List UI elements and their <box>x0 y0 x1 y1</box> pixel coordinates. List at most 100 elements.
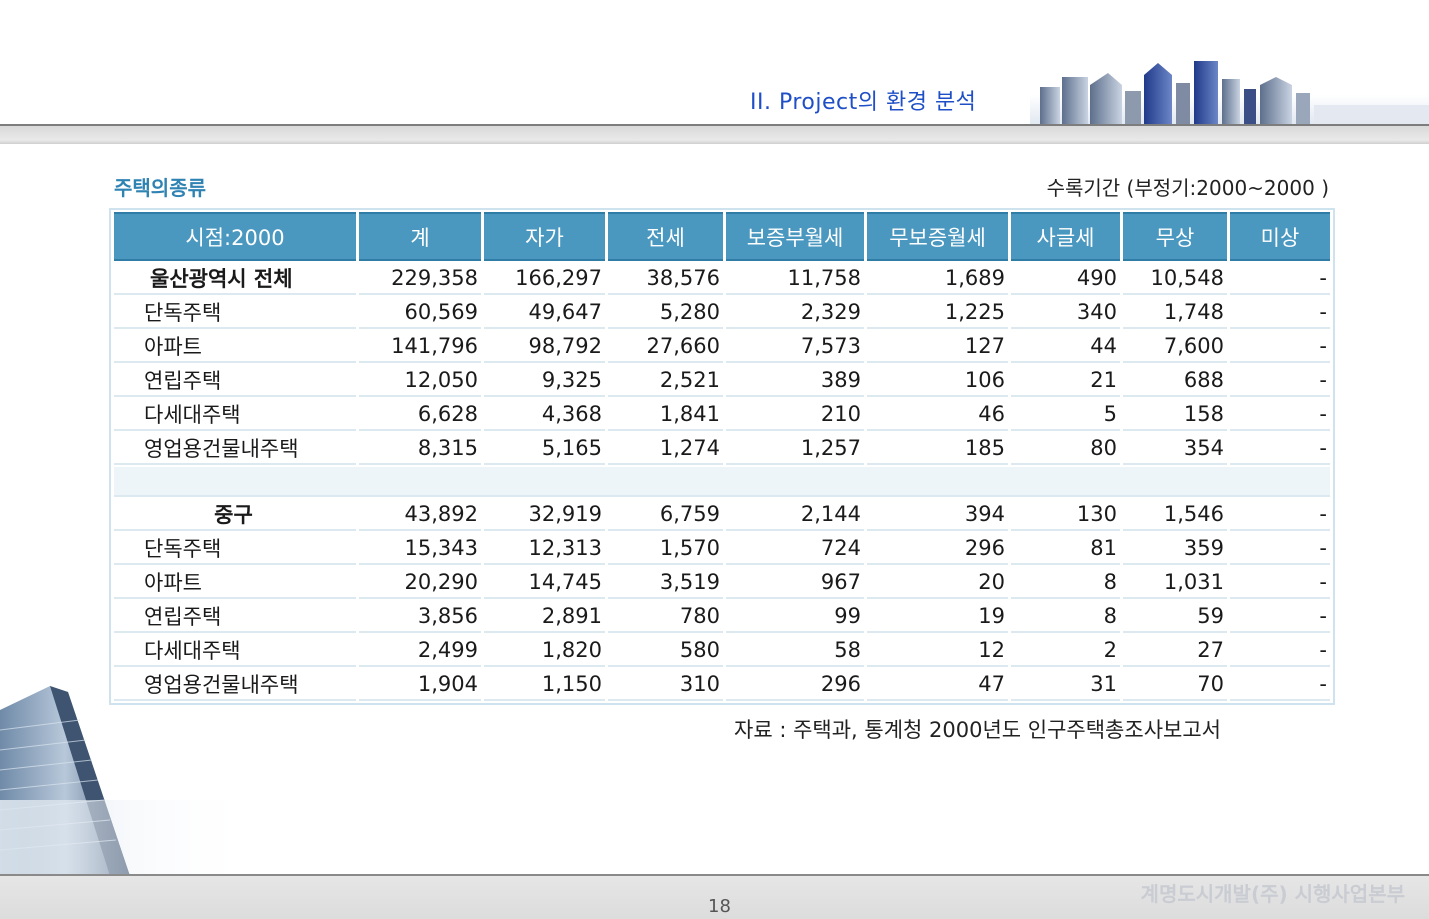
company-name: 계명도시개발(주) 시행사업본부 <box>1140 882 1405 906</box>
column-header: 무보증월세 <box>867 212 1008 261</box>
table-cell: - <box>1230 533 1330 565</box>
row-label: 단독주택 <box>114 297 356 329</box>
row-label: 다세대주택 <box>114 635 356 667</box>
table-cell: 27,660 <box>608 331 723 363</box>
table-cell: 229,358 <box>359 263 481 295</box>
table-cell: 21 <box>1011 365 1120 397</box>
column-header: 미상 <box>1230 212 1330 261</box>
table-cell: - <box>1230 567 1330 599</box>
table-cell: 1,689 <box>867 263 1008 295</box>
table-cell: 15,343 <box>359 533 481 565</box>
table-total-row: 중구 43,892 32,919 6,759 2,144 394 130 1,546- <box>114 499 1330 531</box>
table-cell: 3,856 <box>359 601 481 633</box>
table-cell: 2,891 <box>484 601 605 633</box>
table-cell: 2,499 <box>359 635 481 667</box>
table-cell: 47 <box>867 669 1008 701</box>
table-cell: 6,628 <box>359 399 481 431</box>
table-cell: 20 <box>867 567 1008 599</box>
table-cell: 60,569 <box>359 297 481 329</box>
table-cell: 310 <box>608 669 723 701</box>
table-row: 연립주택 3,856 2,891 780 99 19 8 59- <box>114 601 1330 633</box>
row-label: 영업용건물내주택 <box>114 669 356 701</box>
column-header: 보증부월세 <box>726 212 864 261</box>
housing-type-table: 시점:2000 계 자가 전세 보증부월세 무보증월세 사글세 무상 미상 울산… <box>109 208 1335 705</box>
table-cell: 8,315 <box>359 433 481 465</box>
section-title: 주택의종류 <box>114 176 206 200</box>
table-cell: 5,165 <box>484 433 605 465</box>
table-cell: 490 <box>1011 263 1120 295</box>
table-cell: - <box>1230 433 1330 465</box>
table-cell: 12,313 <box>484 533 605 565</box>
table-cell: 1,748 <box>1123 297 1227 329</box>
table-cell: 1,257 <box>726 433 864 465</box>
table-row: 아파트 20,290 14,745 3,519 967 20 8 1,031- <box>114 567 1330 599</box>
table-cell: 1,570 <box>608 533 723 565</box>
table-cell: - <box>1230 365 1330 397</box>
table-cell: 2,329 <box>726 297 864 329</box>
table-row: 단독주택 60,569 49,647 5,280 2,329 1,225 340 1,748- <box>114 297 1330 329</box>
building-image <box>0 686 260 880</box>
skyline-image <box>1030 61 1429 127</box>
table-cell: 38,576 <box>608 263 723 295</box>
row-label: 아파트 <box>114 567 356 599</box>
source-note: 자료 : 주택과, 통계청 2000년도 인구주택총조사보고서 <box>734 718 1221 742</box>
table-cell: 967 <box>726 567 864 599</box>
table-cell: 4,368 <box>484 399 605 431</box>
row-label: 아파트 <box>114 331 356 363</box>
table-cell: 44 <box>1011 331 1120 363</box>
table-cell: 158 <box>1123 399 1227 431</box>
table-row: 영업용건물내주택 1,904 1,150 310 296 47 31 70- <box>114 669 1330 701</box>
column-header: 사글세 <box>1011 212 1120 261</box>
table-cell: 46 <box>867 399 1008 431</box>
spacer-row <box>114 467 1330 497</box>
table-cell: 185 <box>867 433 1008 465</box>
table-row: 다세대주택 2,499 1,820 580 58 12 2 27- <box>114 635 1330 667</box>
table-row: 아파트 141,796 98,792 27,660 7,573 127 44 7,600- <box>114 331 1330 363</box>
table-cell: 2 <box>1011 635 1120 667</box>
row-label: 영업용건물내주택 <box>114 433 356 465</box>
table-cell: - <box>1230 263 1330 295</box>
header-divider <box>0 124 1429 144</box>
table-cell: 43,892 <box>359 499 481 531</box>
table-cell: 6,759 <box>608 499 723 531</box>
table-row: 단독주택 15,343 12,313 1,570 724 296 81 359- <box>114 533 1330 565</box>
table-cell: 8 <box>1011 601 1120 633</box>
table-cell: 14,745 <box>484 567 605 599</box>
column-header: 계 <box>359 212 481 261</box>
table-cell: 1,841 <box>608 399 723 431</box>
table-cell: 5 <box>1011 399 1120 431</box>
table-cell: 359 <box>1123 533 1227 565</box>
table-cell: 130 <box>1011 499 1120 531</box>
table-cell: 340 <box>1011 297 1120 329</box>
row-label: 울산광역시 전체 <box>114 263 356 295</box>
table-cell: - <box>1230 499 1330 531</box>
table-cell: 127 <box>867 331 1008 363</box>
table-row: 영업용건물내주택 8,315 5,165 1,274 1,257 185 80 354- <box>114 433 1330 465</box>
table-cell: 1,225 <box>867 297 1008 329</box>
table-cell: 2,521 <box>608 365 723 397</box>
table-cell: 2,144 <box>726 499 864 531</box>
table-cell: 49,647 <box>484 297 605 329</box>
column-header: 무상 <box>1123 212 1227 261</box>
row-label: 연립주택 <box>114 365 356 397</box>
table-cell: 20,290 <box>359 567 481 599</box>
table-cell: 296 <box>867 533 1008 565</box>
table-cell: 1,274 <box>608 433 723 465</box>
table-cell: 141,796 <box>359 331 481 363</box>
table-cell: 12 <box>867 635 1008 667</box>
table-cell: 1,546 <box>1123 499 1227 531</box>
table-cell: 780 <box>608 601 723 633</box>
table-cell: 7,600 <box>1123 331 1227 363</box>
table-row: 연립주택 12,050 9,325 2,521 389 106 21 688- <box>114 365 1330 397</box>
table-cell: 99 <box>726 601 864 633</box>
table-cell: 11,758 <box>726 263 864 295</box>
table-cell: 31 <box>1011 669 1120 701</box>
table-cell: 296 <box>726 669 864 701</box>
table-cell: 80 <box>1011 433 1120 465</box>
table-total-row: 울산광역시 전체 229,358 166,297 38,576 11,758 1,689 4… <box>114 263 1330 295</box>
table-cell: - <box>1230 601 1330 633</box>
table-cell: 1,820 <box>484 635 605 667</box>
table-cell: 1,150 <box>484 669 605 701</box>
table-cell: 394 <box>867 499 1008 531</box>
column-header: 시점:2000 <box>114 212 356 261</box>
